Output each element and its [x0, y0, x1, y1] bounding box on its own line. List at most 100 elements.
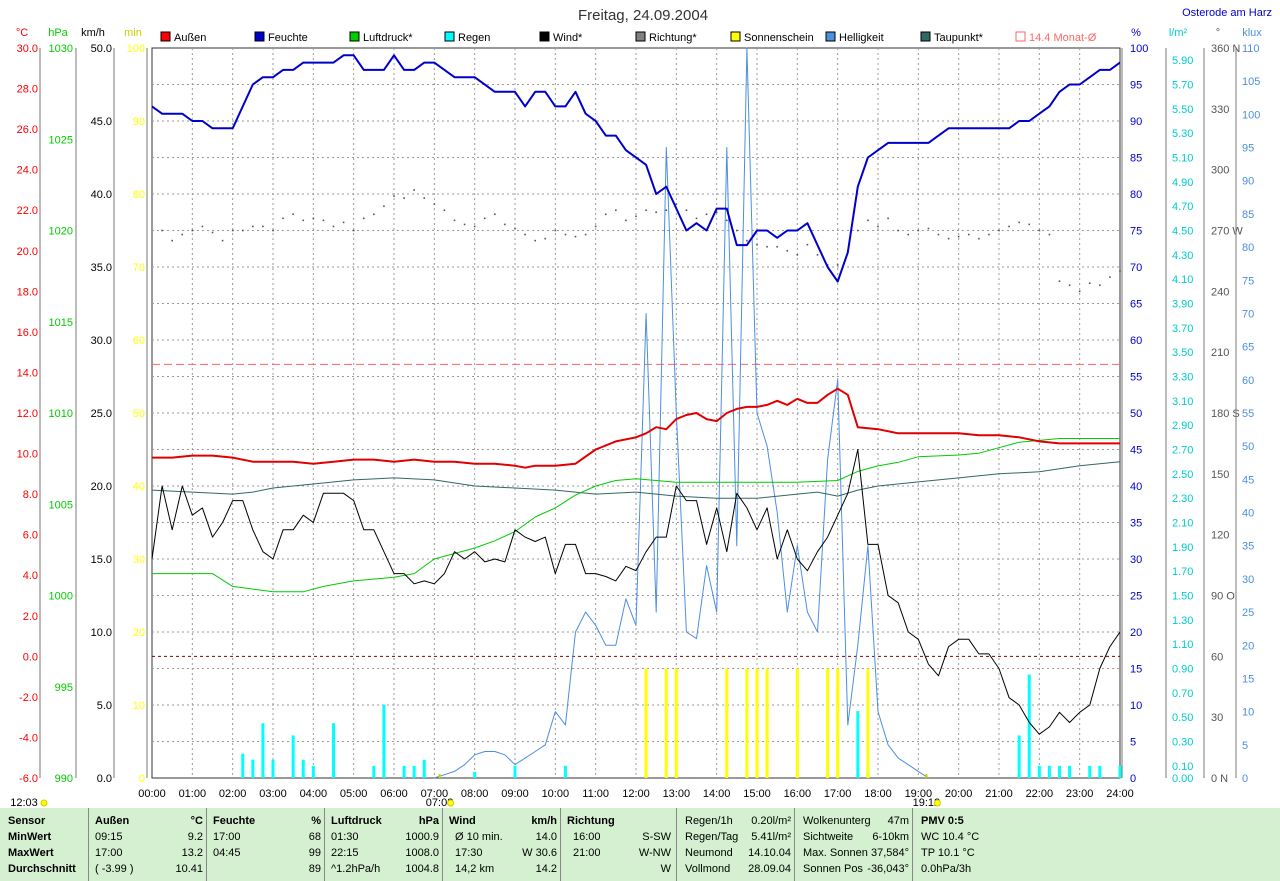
direction-point — [342, 221, 345, 224]
direction-point — [1119, 270, 1121, 272]
rain-tick-label: 2.90 — [1172, 420, 1193, 432]
wind-series-line — [151, 449, 1121, 735]
direction-point — [171, 239, 173, 242]
min-label: MinWert — [8, 831, 52, 843]
brightness-tick-label: 110 — [1242, 43, 1260, 55]
direction-point — [594, 225, 597, 228]
direction-point — [584, 233, 587, 236]
sunshine-bar — [664, 668, 668, 778]
direction-point — [191, 229, 194, 232]
direction-point — [927, 227, 930, 230]
rain-bar — [513, 765, 517, 778]
rain-unit-label: l/m² — [1169, 27, 1188, 39]
brightness-tick-label: 55 — [1242, 408, 1254, 420]
direction-point — [564, 233, 567, 236]
statistics-panel: Sensor MinWert MaxWert Durchschnitt Auße… — [0, 808, 1280, 881]
legend-label: Wind* — [553, 32, 583, 44]
feuchte-unit: % — [311, 815, 321, 827]
brightness-tick-label: 30 — [1242, 574, 1254, 586]
rain-tick-label: 1.50 — [1172, 591, 1193, 603]
direction-point — [897, 229, 899, 232]
temp-tick-label: 28.0 — [17, 84, 38, 96]
direction-point — [373, 213, 375, 216]
temp-tick-label: 4.0 — [23, 570, 38, 582]
direction-point — [1058, 280, 1061, 282]
direction-point — [322, 219, 325, 222]
pressure-tick-label: 1030 — [49, 43, 73, 55]
temp-tick-label: 26.0 — [17, 124, 38, 136]
direction-point — [907, 233, 910, 236]
sun-marker-icon — [447, 799, 455, 807]
rain-bar — [332, 723, 335, 778]
rain-tick-label: 0.50 — [1172, 712, 1193, 724]
direction-point — [1078, 290, 1081, 293]
richtung-time-1: 16:00 — [573, 831, 601, 843]
moon-marker-icon — [40, 799, 48, 807]
direction-point — [1109, 276, 1111, 278]
direction-point — [352, 229, 355, 232]
avg-label: Durchschnitt — [8, 863, 76, 875]
regen-1h-label: Regen/1h — [685, 815, 733, 827]
rain-bar — [402, 765, 406, 778]
legend-label: Außen — [174, 32, 206, 44]
sun_min-tick-label: 20 — [133, 627, 145, 639]
brightness-tick-label: 100 — [1242, 109, 1260, 121]
direction-point — [937, 233, 940, 236]
temp-tick-label: 12.0 — [17, 408, 38, 420]
direction-tick-label: 270 W — [1211, 226, 1243, 238]
legend-swatch — [160, 31, 171, 42]
direction-point — [695, 217, 698, 220]
direction-point — [383, 205, 385, 207]
direction-point — [705, 213, 708, 216]
temp-tick-label: 10.0 — [17, 449, 38, 461]
rain-tick-label: 3.90 — [1172, 299, 1193, 311]
sun-marker-label: 19:12 — [913, 797, 941, 808]
humidity-tick-label: 75 — [1130, 226, 1142, 238]
vollmond-value: 28.09.04 — [748, 863, 791, 875]
sun_min-tick-label: 0 — [139, 773, 145, 785]
temp-tick-label: 14.0 — [17, 367, 38, 379]
rain-bar — [1098, 765, 1102, 778]
direction-point — [453, 219, 456, 222]
brightness-series-line — [434, 47, 929, 779]
humidity-tick-label: 25 — [1130, 591, 1142, 603]
humidity-tick-label: 85 — [1130, 153, 1142, 165]
legend-swatch — [635, 31, 646, 42]
direction-point — [645, 209, 647, 212]
humidity-tick-label: 95 — [1130, 80, 1142, 92]
direction-tick-label: 60 — [1211, 651, 1223, 663]
x-tick-label: 24:00 — [1106, 788, 1134, 800]
pressure-trend-value: 0.0hPa/3h — [921, 863, 972, 875]
rain-bar — [382, 705, 386, 778]
luftdruck-max-value: 1008.0 — [405, 847, 439, 859]
direction-tick-label: 360 N — [1211, 43, 1240, 55]
direction-point — [161, 229, 163, 232]
direction-point — [181, 233, 184, 236]
x-tick-label: 23:00 — [1066, 788, 1094, 800]
direction-point — [1028, 223, 1031, 226]
wind-tick-label: 15.0 — [91, 554, 112, 566]
rain-bar — [856, 711, 860, 778]
direction-point — [1068, 284, 1071, 287]
wind-header: Wind — [449, 815, 476, 827]
humidity-tick-label: 90 — [1130, 116, 1142, 128]
legend-label: Helligkeit — [839, 32, 884, 44]
pressure-tick-label: 1005 — [49, 499, 73, 511]
sensor-header: Sensor — [8, 815, 46, 827]
sunshine-bar — [745, 668, 749, 778]
direction-point — [756, 243, 758, 246]
luftdruck-min-time: 01:30 — [331, 831, 359, 843]
direction-point — [1008, 225, 1010, 228]
sunshine-bar — [826, 668, 830, 778]
direction-point — [604, 213, 607, 216]
wind-max-time: 17:30 — [455, 847, 483, 859]
direction-point — [524, 233, 526, 236]
aussen-avg-value: 10.41 — [175, 863, 203, 875]
direction-point — [574, 235, 577, 238]
wind-max-value: W 30.6 — [522, 847, 557, 859]
direction-point — [615, 209, 617, 212]
sunshine-bar — [765, 668, 769, 778]
humidity-unit-label: % — [1131, 27, 1141, 39]
wind-unit: km/h — [531, 815, 557, 827]
direction-point — [947, 237, 950, 240]
